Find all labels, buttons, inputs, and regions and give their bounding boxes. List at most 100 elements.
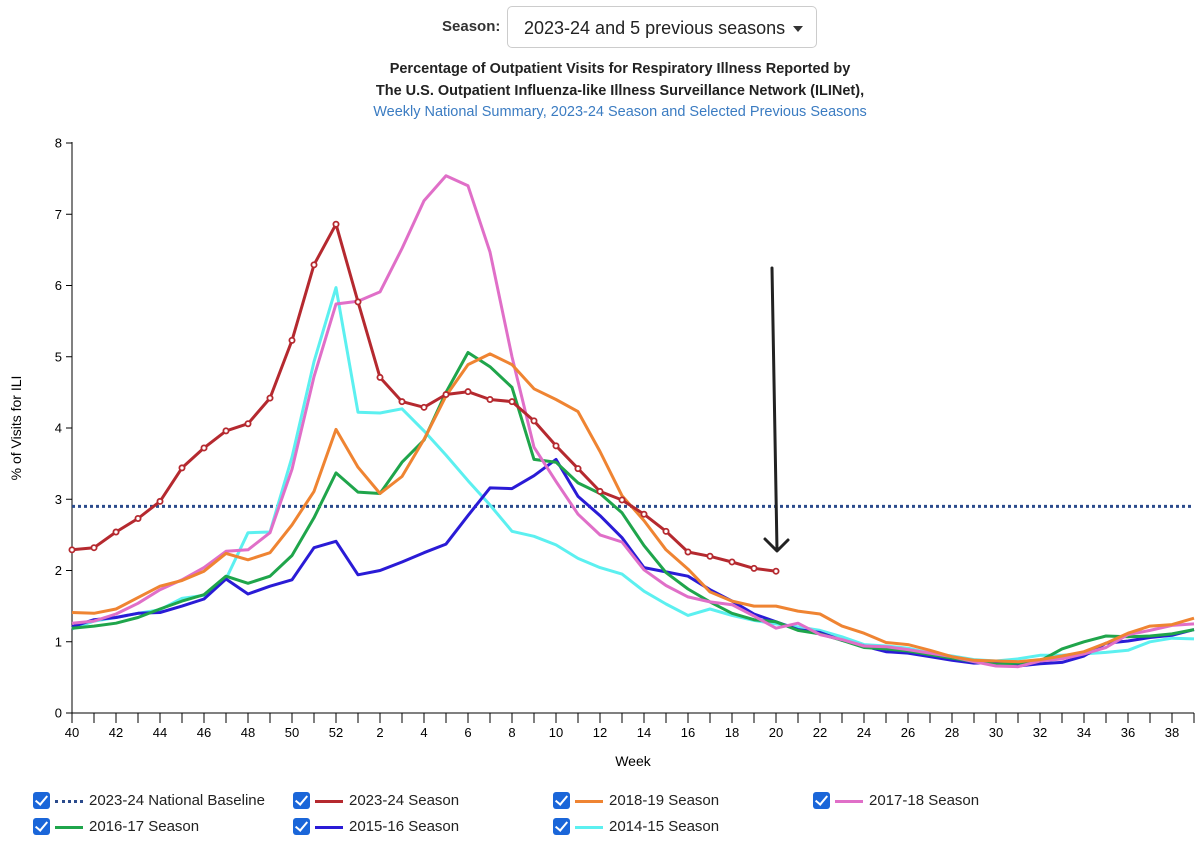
legend-item-2016-17-season[interactable]: 2016-17 Season [33, 816, 283, 838]
season-2023-24-point [332, 220, 340, 228]
y-tick-label: 3 [55, 492, 62, 507]
season-2023-24-point [266, 394, 274, 402]
season-2023-24-point [310, 261, 318, 269]
x-tick-label: 10 [549, 725, 563, 740]
season-2023-24-point [530, 417, 538, 425]
season-2014-15-line [71, 286, 1195, 663]
x-tick-label: 8 [508, 725, 515, 740]
legend-label: 2023-24 National Baseline [89, 792, 265, 809]
chart-subtitle: Weekly National Summary, 2023-24 Season … [373, 104, 867, 120]
legend-swatch [575, 800, 603, 803]
legend-label: 2016-17 Season [89, 818, 200, 835]
x-tick-label: 2 [376, 725, 383, 740]
x-axis-label: Week [615, 753, 652, 769]
x-tick-label: 32 [1033, 725, 1047, 740]
x-tick-label: 18 [725, 725, 739, 740]
season-2023-24-point [90, 544, 98, 552]
legend-item-2023-24-season[interactable]: 2023-24 Season [293, 790, 543, 812]
x-tick-label: 44 [153, 725, 167, 740]
checkbox-checked-icon[interactable] [33, 792, 50, 809]
legend-item-2015-16-season[interactable]: 2015-16 Season [293, 816, 543, 838]
season-2023-24-point [684, 548, 692, 556]
season-2023-24-point [706, 552, 714, 560]
x-tick-label: 16 [681, 725, 695, 740]
chart-title-line-1: Percentage of Outpatient Visits for Resp… [389, 61, 851, 77]
y-axis-label: % of Visits for ILI [8, 376, 24, 481]
x-tick-label: 28 [945, 725, 959, 740]
season-2023-24-point [662, 527, 670, 535]
x-tick-label: 20 [769, 725, 783, 740]
season-2023-24-point [200, 444, 208, 452]
legend-label: 2015-16 Season [349, 818, 460, 835]
y-tick-label: 1 [55, 634, 62, 649]
x-tick-label: 36 [1121, 725, 1135, 740]
legend-swatch [55, 800, 83, 803]
y-tick-label: 0 [55, 706, 62, 721]
x-tick-label: 42 [109, 725, 123, 740]
x-tick-label: 14 [637, 725, 651, 740]
season-2023-24-point [376, 373, 384, 381]
legend-swatch [835, 800, 863, 803]
season-2015-16-line [71, 457, 1195, 668]
season-2023-24-point [420, 403, 428, 411]
season-2017-18-line [71, 174, 1195, 669]
legend-item-2018-19-season[interactable]: 2018-19 Season [553, 790, 803, 812]
x-tick-label: 50 [285, 725, 299, 740]
chart-title-line-2: The U.S. Outpatient Influenza-like Illne… [375, 83, 865, 99]
season-2023-24-point [574, 465, 582, 473]
x-tick-label: 34 [1077, 725, 1091, 740]
season-2023-24-point [178, 464, 186, 472]
caret-down-icon [793, 26, 803, 32]
x-tick-label: 46 [197, 725, 211, 740]
y-tick-label: 7 [55, 207, 62, 222]
season-2023-24-point [442, 391, 450, 399]
checkbox-checked-icon[interactable] [293, 792, 310, 809]
season-2023-24-point [728, 558, 736, 566]
season-2023-24-point [464, 388, 472, 396]
legend-swatch [575, 826, 603, 829]
chart-legend: 2023-24 National Baseline 2023-24 Season 2… [0, 786, 1200, 845]
legend-item-2023-24-national-baseline[interactable]: 2023-24 National Baseline [33, 790, 283, 812]
legend-label: 2018-19 Season [609, 792, 720, 809]
x-tick-label: 40 [65, 725, 79, 740]
season-2023-24-line [71, 222, 777, 573]
x-tick-label: 48 [241, 725, 255, 740]
x-tick-label: 22 [813, 725, 827, 740]
season-2023-24-point [398, 398, 406, 406]
season-2023-24-point [486, 395, 494, 403]
season-dropdown[interactable]: 2023-24 and 5 previous seasons [507, 6, 817, 48]
checkbox-checked-icon[interactable] [293, 818, 310, 835]
x-tick-label: 12 [593, 725, 607, 740]
season-2023-24-point [68, 546, 76, 554]
y-tick-label: 8 [55, 136, 62, 151]
season-2023-24-point [288, 336, 296, 344]
legend-label: 2017-18 Season [869, 792, 980, 809]
y-tick-label: 5 [55, 349, 62, 364]
checkbox-checked-icon[interactable] [553, 818, 570, 835]
season-2023-24-point [244, 420, 252, 428]
season-2023-24-point [508, 398, 516, 406]
legend-item-2014-15-season[interactable]: 2014-15 Season [553, 816, 803, 838]
x-tick-label: 24 [857, 725, 871, 740]
season-2023-24-point [134, 514, 142, 522]
y-tick-label: 2 [55, 563, 62, 578]
season-2023-24-point [596, 487, 604, 495]
checkbox-checked-icon[interactable] [813, 792, 830, 809]
checkbox-checked-icon[interactable] [33, 818, 50, 835]
legend-item-2017-18-season[interactable]: 2017-18 Season [813, 790, 1063, 812]
season-2023-24-point [354, 298, 362, 306]
legend-swatch [315, 800, 343, 803]
legend-swatch [55, 826, 83, 829]
annotation-arrow-head [763, 537, 790, 553]
x-tick-label: 52 [329, 725, 343, 740]
season-2023-24-point [750, 564, 758, 572]
x-tick-label: 4 [420, 725, 427, 740]
x-tick-label: 38 [1165, 725, 1179, 740]
season-2023-24-point [156, 497, 164, 505]
season-2023-24-point [640, 510, 648, 518]
season-2023-24-point [222, 427, 230, 435]
checkbox-checked-icon[interactable] [553, 792, 570, 809]
season-2023-24-point [552, 442, 560, 450]
season-2023-24-point [772, 567, 780, 575]
